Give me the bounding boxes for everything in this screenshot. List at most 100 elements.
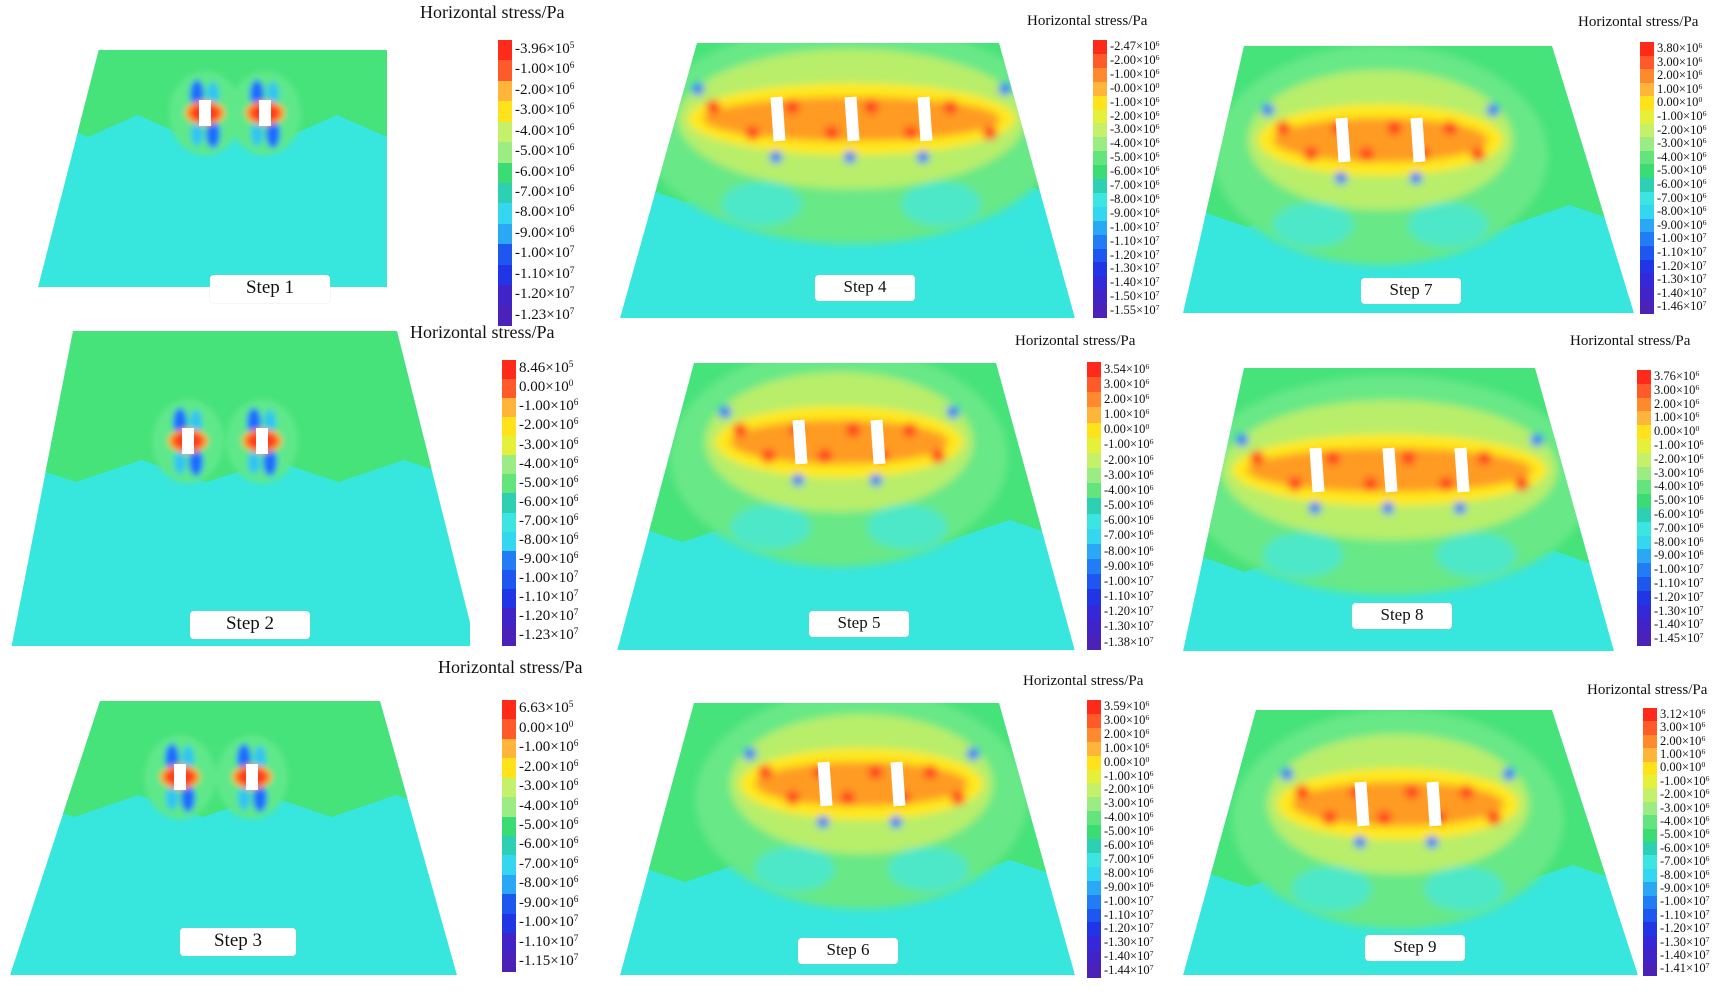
legend-swatch — [498, 80, 512, 102]
legend-label: -7.00×106 — [519, 855, 579, 872]
legend-label: -1.10×107 — [1657, 244, 1707, 259]
legend-label: -6.00×106 — [1104, 513, 1154, 528]
legend-swatch — [1093, 123, 1107, 138]
legend-swatch — [1093, 276, 1107, 291]
legend-title: Horizontal stress/Pa — [1023, 673, 1144, 689]
legend-swatch — [1087, 362, 1101, 378]
legend-swatch — [1643, 761, 1657, 776]
pillar-3 — [917, 96, 933, 142]
legend-swatch — [1643, 949, 1657, 964]
legend-label: -1.10×107 — [1654, 575, 1704, 591]
legend-label: -5.00×106 — [515, 142, 575, 160]
legend-label: -4.00×106 — [519, 797, 579, 814]
legend-swatch — [1640, 164, 1654, 179]
contour-panel-step-9 — [1183, 710, 1638, 975]
legend-swatch — [1087, 727, 1101, 743]
legend-swatch — [1087, 936, 1101, 951]
legend-swatch — [1093, 262, 1107, 277]
legend-swatch — [1087, 422, 1101, 439]
legend-label: 3.00×106 — [1654, 382, 1700, 397]
legend-title: Horizontal stress/Pa — [438, 657, 583, 677]
legend-title: Horizontal stress/Pa — [1570, 333, 1691, 349]
legend-label: -1.20×107 — [1654, 589, 1704, 604]
pillar-2 — [1382, 447, 1398, 493]
legend-swatch — [1093, 248, 1107, 263]
legend-label: -1.10×107 — [1104, 588, 1154, 604]
legend-swatch — [1087, 755, 1101, 770]
legend-swatch — [1093, 40, 1107, 55]
legend-label: -8.00×106 — [1654, 534, 1704, 549]
legend-label: -7.00×106 — [1654, 520, 1704, 535]
legend-label: -4.00×106 — [1657, 149, 1707, 164]
legend-swatch — [1087, 377, 1101, 393]
legend-swatch — [1093, 290, 1107, 305]
legend-label: -1.30×107 — [1657, 271, 1707, 287]
legend-swatch — [1637, 549, 1651, 564]
legend-label: -1.00×107 — [1654, 561, 1704, 577]
legend-swatch — [1087, 634, 1101, 651]
legend-label: -8.00×106 — [515, 204, 575, 221]
contour-panel-step-5 — [617, 362, 1075, 650]
contour-panel-step-1 — [38, 50, 387, 296]
contour-panel-step-6 — [620, 703, 1075, 975]
legend-swatch — [1093, 109, 1107, 124]
legend-label: -1.00×106 — [1110, 94, 1160, 109]
legend-swatch — [498, 305, 512, 327]
legend-swatch — [502, 933, 516, 954]
legend-label: -7.00×106 — [1104, 528, 1154, 543]
legend-swatch — [1637, 521, 1651, 537]
legend-label: -9.00×106 — [515, 224, 575, 241]
legend-label: -1.40×107 — [1657, 285, 1707, 300]
legend-swatch — [498, 121, 512, 143]
pillar-1 — [817, 761, 833, 807]
legend-swatch — [1093, 67, 1107, 83]
legend-label: -0.00×100 — [1110, 80, 1160, 95]
pillar-2 — [256, 428, 268, 454]
legend-label: 1.00×106 — [1654, 410, 1700, 425]
legend-swatch — [1637, 466, 1651, 481]
legend-label: -3.96×105 — [515, 40, 575, 57]
legend-swatch — [1087, 574, 1101, 590]
legend-label: -7.00×106 — [1110, 177, 1160, 193]
legend-label: 0.00×100 — [1657, 95, 1703, 110]
legend-swatch — [1643, 962, 1657, 977]
legend-label: -9.00×106 — [519, 894, 579, 911]
contour-panel-step-7 — [1183, 45, 1634, 313]
legend-swatch — [1640, 273, 1654, 288]
color-legend: 3.76×106 3.00×106 2.00×106 1.00×106 0.00×100… — [1637, 369, 1733, 647]
legend-label: -2.00×106 — [1654, 451, 1704, 466]
legend-swatch — [502, 417, 516, 437]
legend-swatch — [1640, 42, 1654, 57]
legend-swatch — [1087, 604, 1101, 621]
legend-label: -1.00×106 — [1104, 437, 1154, 452]
contour-plot — [620, 43, 1075, 318]
legend-label: -1.00×107 — [1104, 573, 1154, 588]
legend-label: -3.00×106 — [515, 102, 575, 119]
legend-label: 3.80×106 — [1657, 40, 1703, 55]
legend-swatch — [498, 285, 512, 307]
legend-swatch — [502, 855, 516, 876]
legend-label: -1.00×106 — [1104, 768, 1154, 783]
legend-label: -2.00×106 — [519, 417, 579, 434]
legend-label: -1.10×107 — [519, 933, 579, 950]
legend-label: -5.00×106 — [1660, 827, 1710, 842]
legend-title: Horizontal stress/Pa — [420, 2, 565, 22]
legend-label: -8.00×106 — [1104, 865, 1154, 880]
legend-label: -6.00×106 — [1657, 176, 1707, 191]
legend-label: 3.59×106 — [1104, 698, 1150, 714]
legend-label: -2.00×106 — [1110, 52, 1160, 67]
legend-swatch — [1637, 618, 1651, 633]
legend-label: -1.40×107 — [1654, 617, 1704, 632]
legend-label: -1.20×107 — [515, 285, 575, 303]
legend-swatch — [502, 700, 516, 720]
legend-label: -1.40×107 — [1110, 275, 1160, 290]
legend-label: -6.00×106 — [519, 493, 579, 510]
legend-label: -6.00×106 — [519, 836, 579, 853]
legend-label: 1.00×106 — [1104, 740, 1150, 755]
legend-swatch — [1093, 81, 1107, 97]
legend-label: -9.00×106 — [1657, 217, 1707, 232]
legend-label: -8.00×106 — [1657, 203, 1707, 219]
legend-swatch — [1637, 439, 1651, 454]
legend-label: -5.00×106 — [1104, 823, 1154, 839]
legend-label: -1.00×107 — [1657, 231, 1707, 246]
